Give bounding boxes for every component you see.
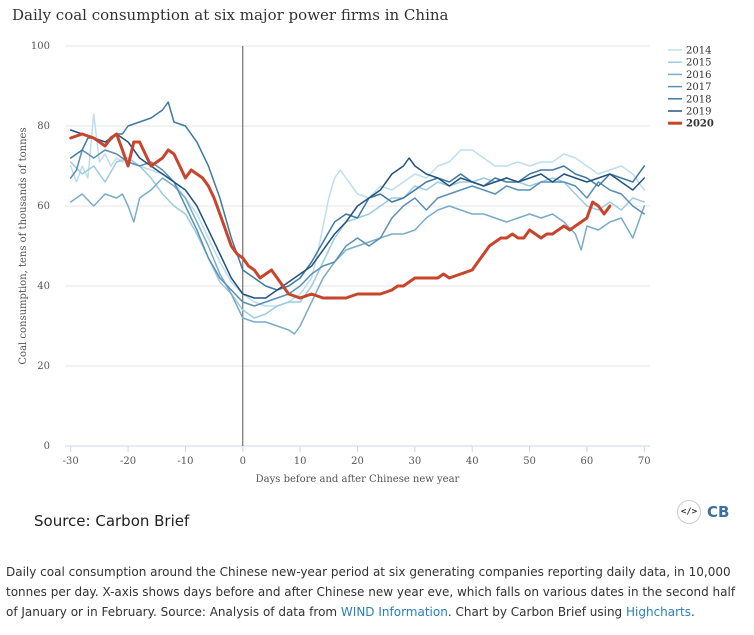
caption-text: Daily coal consumption around the Chines… — [6, 565, 736, 619]
y-tick-label: 100 — [31, 41, 50, 52]
x-tick-label: 60 — [581, 456, 594, 467]
x-tick-label: -10 — [177, 456, 193, 467]
x-tick-label: 0 — [240, 456, 246, 467]
embed-code-icon[interactable]: </> — [677, 500, 701, 524]
x-tick-label: 10 — [294, 456, 307, 467]
legend-label-2015[interactable]: 2015 — [686, 58, 711, 69]
legend-label-2018[interactable]: 2018 — [686, 94, 711, 105]
x-axis-title: Days before and after Chinese new year — [256, 474, 460, 485]
source-note: Source: Carbon Brief — [34, 512, 190, 530]
x-tick-label: 20 — [351, 456, 364, 467]
carbon-brief-logo[interactable]: CB — [707, 503, 730, 521]
brand-badge: </> CB — [677, 500, 729, 524]
chart-caption: Daily coal consumption around the Chines… — [6, 562, 750, 622]
series-line-2019[interactable] — [69, 129, 646, 299]
caption-text-mid: . Chart by Carbon Brief using — [447, 605, 626, 619]
x-tick-label: -20 — [120, 456, 136, 467]
chart-title: Daily coal consumption at six major powe… — [12, 6, 449, 24]
series-line-2020[interactable] — [69, 132, 612, 300]
x-tick-label: 40 — [466, 456, 479, 467]
caption-text-end: . — [691, 605, 695, 619]
legend-label-2016[interactable]: 2016 — [686, 70, 711, 81]
x-tick-label: -30 — [63, 456, 79, 467]
y-tick-label: 60 — [37, 201, 50, 212]
wind-information-link[interactable]: WIND Information — [340, 605, 448, 619]
chart-container: Daily coal consumption at six major powe… — [12, 6, 714, 485]
legend-label-2017[interactable]: 2017 — [686, 82, 711, 93]
legend-label-2019[interactable]: 2019 — [686, 107, 711, 118]
legend-label-2014[interactable]: 2014 — [686, 46, 711, 57]
chart-svg: 0 20 40 60 80 100 -30 -20 -10 0 10 20 30 40 50 60 70 Days… — [18, 41, 714, 485]
series-line-2014[interactable] — [69, 113, 646, 307]
y-tick-label: 20 — [37, 361, 50, 372]
highcharts-link[interactable]: Highcharts — [625, 605, 692, 619]
y-tick-label: 80 — [37, 121, 50, 132]
x-tick-label: 30 — [408, 456, 421, 467]
x-tick-label: 70 — [638, 456, 651, 467]
series-line-2017[interactable] — [69, 149, 646, 307]
y-axis-title: Coal consumption, tens of thousands of t… — [18, 127, 29, 364]
series-line-2016[interactable] — [69, 177, 646, 335]
series-line-2018[interactable] — [69, 101, 646, 291]
legend-label-2020[interactable]: 2020 — [686, 119, 714, 130]
y-tick-label: 40 — [37, 281, 50, 292]
y-tick-label: 0 — [44, 441, 50, 452]
x-tick-label: 50 — [523, 456, 536, 467]
